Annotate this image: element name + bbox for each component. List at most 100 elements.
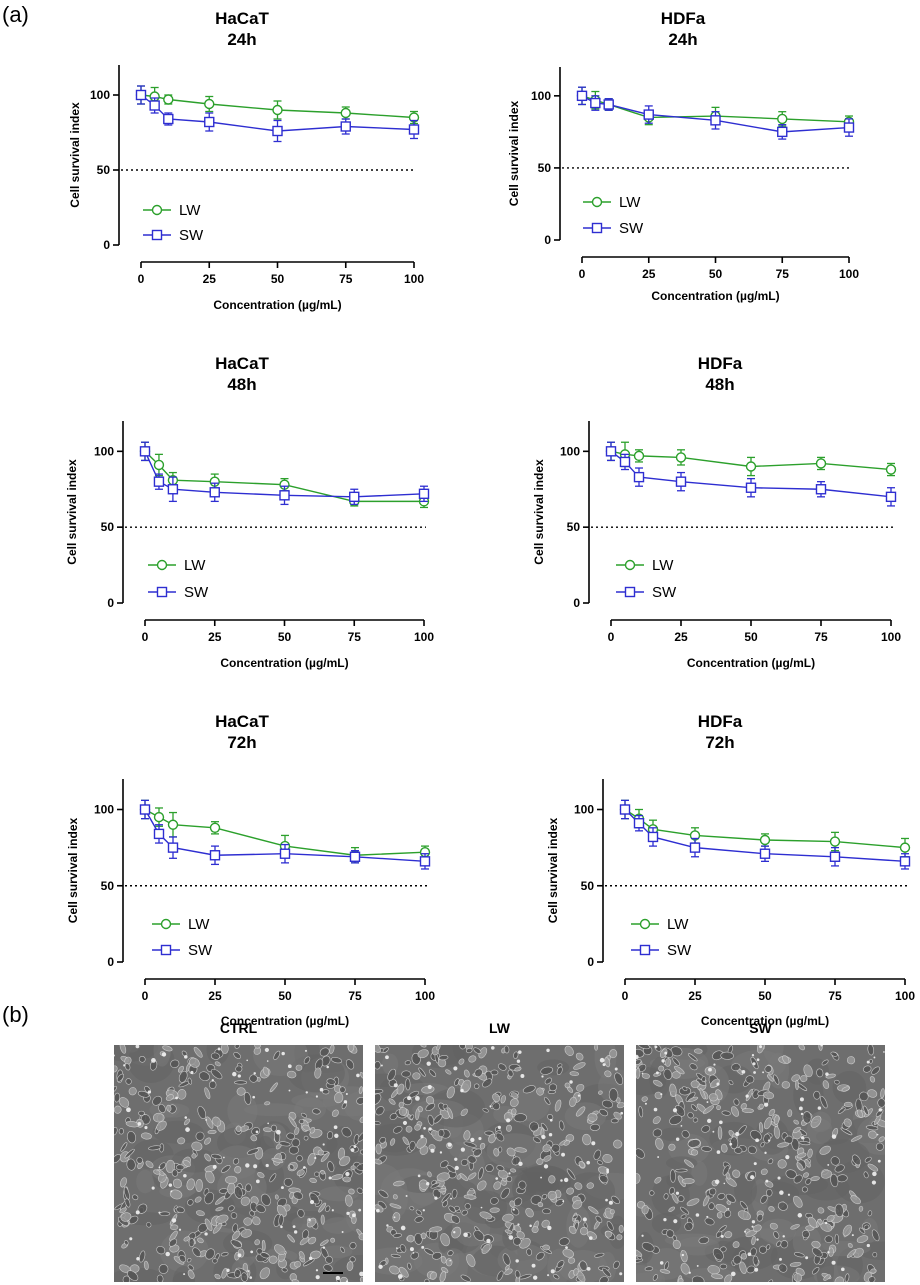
micrograph-cell <box>531 1226 539 1233</box>
micrograph-cell <box>723 1209 732 1218</box>
micrograph-cell <box>159 1211 171 1216</box>
data-point-sw <box>340 121 351 132</box>
micrograph-cell <box>542 1244 550 1251</box>
x-tick-label: 50 <box>758 989 772 1003</box>
micrograph-cell <box>606 1221 614 1231</box>
y-tick-label: 0 <box>107 596 114 610</box>
micrograph-highlight <box>508 1172 511 1175</box>
micrograph-cell <box>807 1216 818 1229</box>
micrograph-cell <box>793 1273 803 1282</box>
micrograph-cell <box>346 1261 354 1271</box>
micrograph-cell <box>124 1148 135 1159</box>
micrograph-cell <box>566 1168 576 1180</box>
micrograph-cell <box>764 1180 774 1188</box>
micrograph-cell <box>502 1213 514 1222</box>
micrograph-highlight <box>878 1108 883 1112</box>
micrograph-highlight <box>877 1159 881 1163</box>
micrograph-cell <box>859 1227 866 1234</box>
micrograph-texture <box>512 1167 560 1211</box>
micrograph-highlight <box>752 1062 756 1066</box>
micrograph-cell <box>165 1159 176 1173</box>
micrograph-cell <box>525 1207 534 1218</box>
micrograph-highlight <box>547 1274 550 1277</box>
y-tick-label: 50 <box>101 879 115 893</box>
micrograph-cell <box>207 1129 217 1135</box>
micrograph-cell <box>165 1094 174 1101</box>
data-point-sw <box>153 828 165 840</box>
micrograph-cell <box>834 1203 844 1218</box>
micrograph-cell <box>281 1267 288 1273</box>
micrograph-cell <box>769 1222 778 1230</box>
micrograph-highlight <box>614 1067 618 1071</box>
micrograph-cell <box>867 1210 873 1217</box>
micrograph-cell <box>801 1186 808 1193</box>
x-axis-label: Concentration (µg/mL) <box>220 656 348 670</box>
micrograph-cell <box>760 1142 765 1148</box>
data-point-sw <box>647 831 659 843</box>
micrograph-highlight <box>744 1230 746 1233</box>
micrograph-cell <box>807 1148 813 1159</box>
micrograph-cell <box>514 1147 527 1153</box>
micrograph-cell <box>810 1176 820 1181</box>
micrograph-highlight <box>430 1148 435 1153</box>
micrograph-cell <box>451 1226 462 1239</box>
micrograph-cell <box>396 1083 405 1095</box>
micrograph-highlight <box>841 1267 845 1272</box>
micrograph-cell <box>654 1177 662 1184</box>
data-point-sw <box>408 124 420 135</box>
y-tick-label: 100 <box>574 803 594 817</box>
micrograph-highlight <box>322 1246 326 1249</box>
micrograph-highlight <box>170 1190 173 1193</box>
micrograph-highlight <box>495 1177 499 1180</box>
micrograph-cell <box>542 1144 551 1153</box>
micrograph-cell <box>262 1066 270 1076</box>
micrograph-cell <box>243 1217 253 1226</box>
micrograph-cell <box>215 1206 224 1212</box>
micrograph-cell <box>542 1208 552 1215</box>
micrograph-cell <box>555 1198 565 1207</box>
micrograph-cell <box>287 1234 295 1243</box>
micrograph-highlight <box>619 1272 623 1276</box>
micrograph-cell <box>496 1270 504 1281</box>
legend-label-sw: SW <box>179 227 204 244</box>
micrograph-cell <box>446 1086 455 1099</box>
micrograph-highlight <box>161 1052 167 1057</box>
micrograph-cell <box>536 1087 544 1096</box>
data-point-sw <box>759 848 771 859</box>
y-axis-label: Cell survival index <box>66 817 80 923</box>
data-point-sw <box>829 851 841 862</box>
x-tick-label: 50 <box>271 272 285 286</box>
micrograph-cell <box>474 1068 483 1078</box>
data-point-sw <box>167 484 179 495</box>
micrograph-cell <box>493 1181 502 1190</box>
micrograph-highlight <box>680 1125 683 1127</box>
micrograph-cell <box>500 1187 510 1199</box>
micrograph-cell <box>140 1132 152 1140</box>
data-point-lw <box>340 107 351 119</box>
micrograph-cell <box>473 1083 480 1089</box>
micrograph-cell <box>467 1172 477 1180</box>
micrograph-cell <box>440 1233 450 1247</box>
micrograph-cell <box>711 1273 723 1280</box>
micrograph-cell <box>463 1130 471 1141</box>
micrograph-cell <box>564 1045 574 1056</box>
micrograph-cell <box>579 1260 588 1271</box>
micrograph-cell <box>425 1103 436 1112</box>
micrograph-cell <box>573 1062 586 1070</box>
micrograph-cell <box>699 1088 706 1100</box>
micrograph-highlight <box>782 1235 785 1238</box>
micrograph-cell <box>148 1145 162 1151</box>
micrograph-cell <box>303 1135 309 1141</box>
micrograph-cell <box>294 1260 301 1268</box>
micrograph-highlight <box>866 1243 870 1248</box>
micrograph-highlight <box>304 1049 308 1052</box>
micrograph-cell <box>114 1092 121 1103</box>
micrograph-cell <box>345 1194 353 1207</box>
micrograph-highlight <box>560 1179 563 1182</box>
micrograph-cell <box>532 1136 541 1144</box>
micrograph-cell <box>359 1276 363 1282</box>
micrograph-cell <box>415 1108 420 1121</box>
micrograph-cell <box>178 1065 185 1073</box>
